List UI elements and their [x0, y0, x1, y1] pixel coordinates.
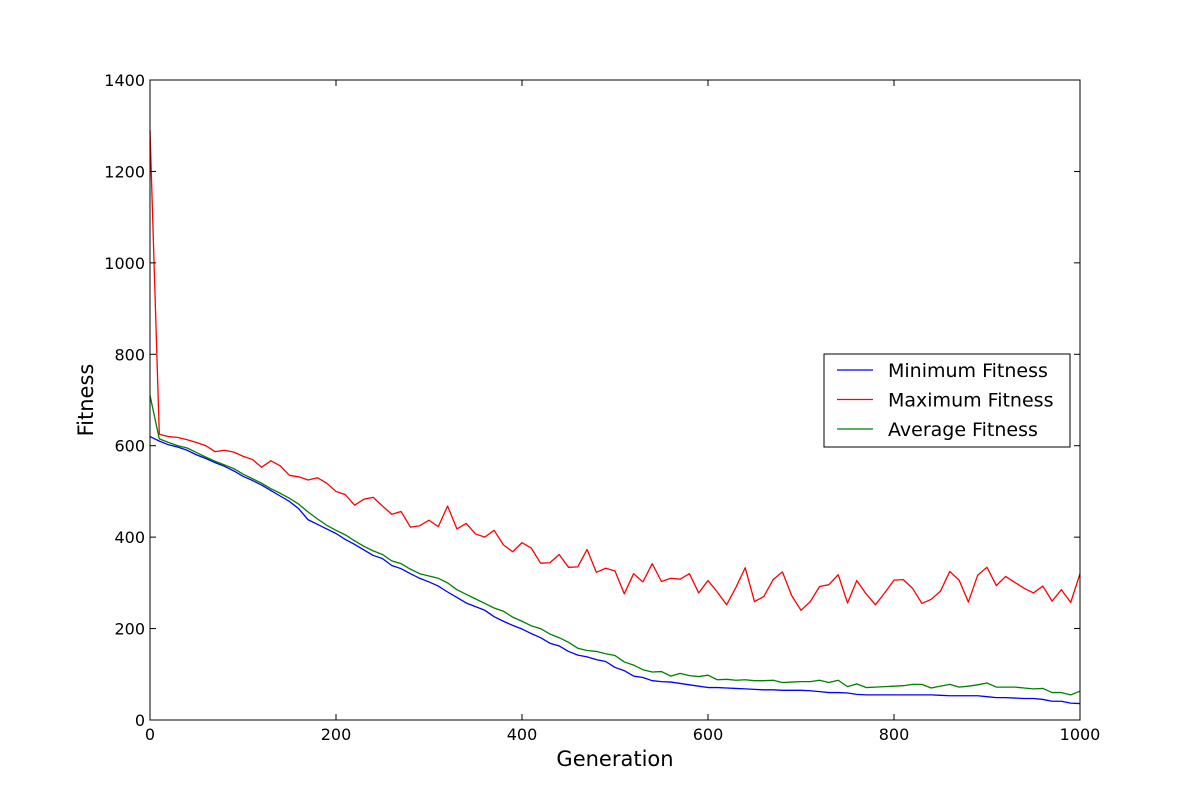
x-tick-label: 400 [507, 725, 538, 744]
y-tick-label: 1000 [104, 254, 145, 273]
y-axis-label: Fitness [74, 364, 98, 437]
legend-label: Minimum Fitness [888, 360, 1048, 382]
series-line-minimum-fitness [150, 437, 1080, 704]
legend: Minimum Fitness Maximum Fitness Average Fi… [824, 354, 1070, 447]
x-tick-label: 0 [145, 725, 155, 744]
y-tick-label: 600 [114, 437, 145, 456]
y-tick-label: 200 [114, 620, 145, 639]
y-tick-label: 0 [135, 711, 145, 730]
x-tick-label: 1000 [1060, 725, 1101, 744]
y-tick-label: 800 [114, 345, 145, 364]
x-tick-label: 600 [693, 725, 724, 744]
x-axis-label: Generation [556, 747, 673, 771]
x-tick-label: 800 [879, 725, 910, 744]
y-tick-label: 1200 [104, 162, 145, 181]
y-tick-label: 1400 [104, 71, 145, 90]
legend-label: Average Fitness [888, 419, 1038, 441]
x-tick-label: 200 [321, 725, 352, 744]
legend-label: Maximum Fitness [888, 390, 1053, 412]
y-tick-label: 400 [114, 528, 145, 547]
